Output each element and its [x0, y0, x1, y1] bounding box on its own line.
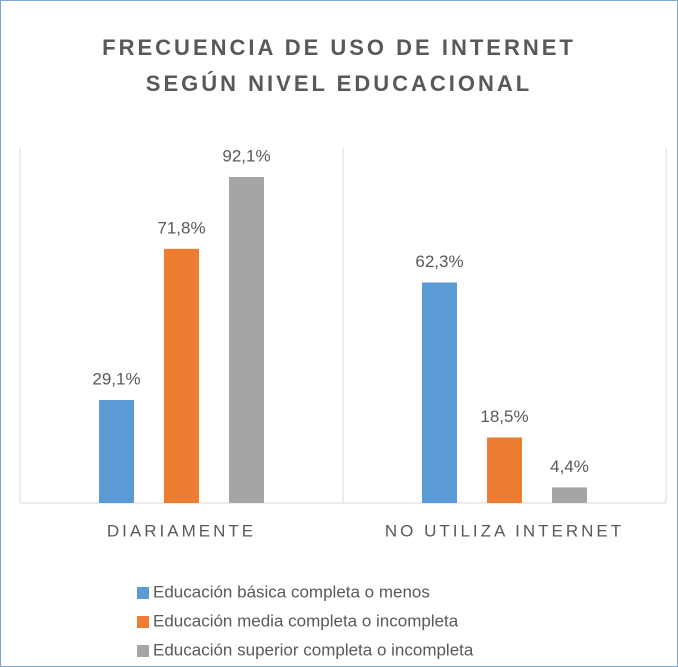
bar — [552, 487, 587, 503]
bar — [164, 248, 199, 503]
legend-swatch — [137, 616, 149, 628]
bar — [99, 399, 134, 503]
bar — [229, 176, 264, 503]
data-label: 29,1% — [92, 369, 140, 388]
data-label: 62,3% — [415, 252, 463, 271]
legend-swatch — [137, 645, 149, 657]
x-tick-label: NO UTILIZA INTERNET — [385, 521, 624, 540]
x-tick-label: DIARIAMENTE — [107, 521, 256, 540]
data-label: 4,4% — [550, 457, 589, 476]
data-label: 18,5% — [480, 407, 528, 426]
bar — [487, 437, 522, 503]
data-label: 92,1% — [222, 146, 270, 165]
legend-label: Educación superior completa o incompleta — [153, 640, 474, 659]
legend-label: Educación básica completa o menos — [153, 582, 430, 601]
data-label: 71,8% — [157, 218, 205, 237]
title-box: FRECUENCIA DE USO DE INTERNET SEGÚN NIVE… — [0, 30, 678, 102]
legend-swatch — [137, 587, 149, 599]
legend-label: Educación media completa o incompleta — [153, 611, 459, 630]
chart-title: FRECUENCIA DE USO DE INTERNET SEGÚN NIVE… — [102, 35, 576, 96]
bar — [422, 282, 457, 503]
